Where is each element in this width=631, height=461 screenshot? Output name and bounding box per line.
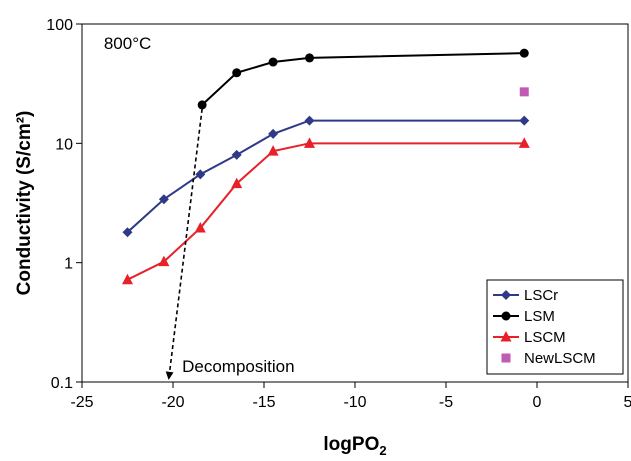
legend-label-lscr: LSCr: [524, 287, 558, 304]
data-point-lscm: [267, 145, 279, 156]
axis-layer: -25 -20 -15 -10 -5 0 5 0.1 1 10 100 logPO2 Conduc…: [14, 17, 631, 458]
data-point-lscm: [158, 255, 170, 267]
y-tick-label: 100: [46, 17, 73, 34]
data-point-lscm: [194, 222, 206, 233]
data-point-lsm: [305, 53, 314, 63]
y-axis-ticks: 0.1 1 10 100: [46, 17, 82, 392]
legend-item-lsm: LSM: [493, 308, 555, 325]
series-lscm: [122, 137, 530, 285]
legend-marker-lscr: [501, 290, 511, 300]
x-tick-label: -5: [439, 394, 453, 411]
data-point-lsm: [232, 68, 242, 78]
legend-label-newlscm: NewLSCM: [524, 350, 596, 367]
legend-item-lscm: LSCM: [493, 329, 566, 346]
y-tick-label: 10: [55, 136, 73, 153]
x-axis-title: logPO2: [323, 434, 386, 458]
decomposition-label: Decomposition: [182, 357, 294, 376]
x-axis-title-subscript: 2: [379, 443, 386, 458]
data-point-lscr: [231, 149, 242, 160]
legend-marker-lscm: [500, 331, 512, 342]
x-tick-label: 5: [624, 394, 631, 411]
data-point-lscr: [122, 227, 133, 238]
data-point-lscr: [158, 194, 169, 205]
data-point-lscr: [268, 128, 279, 139]
data-point-newlscm: [519, 87, 529, 97]
annotation-layer: Decomposition 800°C: [104, 34, 295, 380]
decomposition-arrow: [168, 108, 203, 375]
temperature-label: 800°C: [104, 34, 151, 53]
x-tick-label: 0: [533, 394, 542, 411]
x-tick-label: -10: [343, 394, 366, 411]
x-tick-label: -25: [70, 394, 93, 411]
data-point-lscr: [304, 115, 315, 126]
x-tick-label: -20: [161, 394, 184, 411]
data-point-lscm: [231, 177, 243, 189]
legend-item-newlscm: NewLSCM: [501, 350, 596, 367]
y-axis-title: Conductivity (S/cm²): [14, 111, 35, 296]
y-tick-label: 0.1: [51, 375, 73, 392]
data-point-lscr: [519, 115, 530, 126]
legend: LSCr LSM LSCM NewLSCM: [486, 279, 624, 375]
data-point-lsm: [268, 57, 278, 67]
data-point-lscm: [122, 273, 133, 285]
legend-label-lsm: LSM: [524, 308, 555, 325]
x-axis-ticks: -25 -20 -15 -10 -5 0 5: [70, 382, 631, 411]
series-layer: [122, 48, 530, 285]
x-axis-title-main: logPO: [323, 434, 379, 455]
series-lscr: [122, 115, 530, 238]
decomposition-arrowhead: [165, 371, 174, 380]
series-lsm: [197, 48, 529, 110]
legend-item-lscr: LSCr: [493, 287, 558, 304]
legend-marker-newlscm: [501, 353, 511, 363]
data-point-lscm: [304, 137, 315, 148]
data-point-lsm: [197, 100, 207, 110]
legend-label-lscm: LSCM: [524, 329, 566, 346]
y-tick-label: 1: [64, 256, 73, 273]
legend-items: LSCr LSM LSCM NewLSCM: [493, 287, 596, 367]
x-tick-label: -15: [252, 394, 275, 411]
data-point-lsm: [519, 48, 529, 58]
data-point-lscr: [195, 169, 206, 180]
legend-marker-lsm: [501, 311, 511, 321]
series-newlscm: [519, 87, 529, 97]
data-point-lscm: [518, 137, 530, 148]
